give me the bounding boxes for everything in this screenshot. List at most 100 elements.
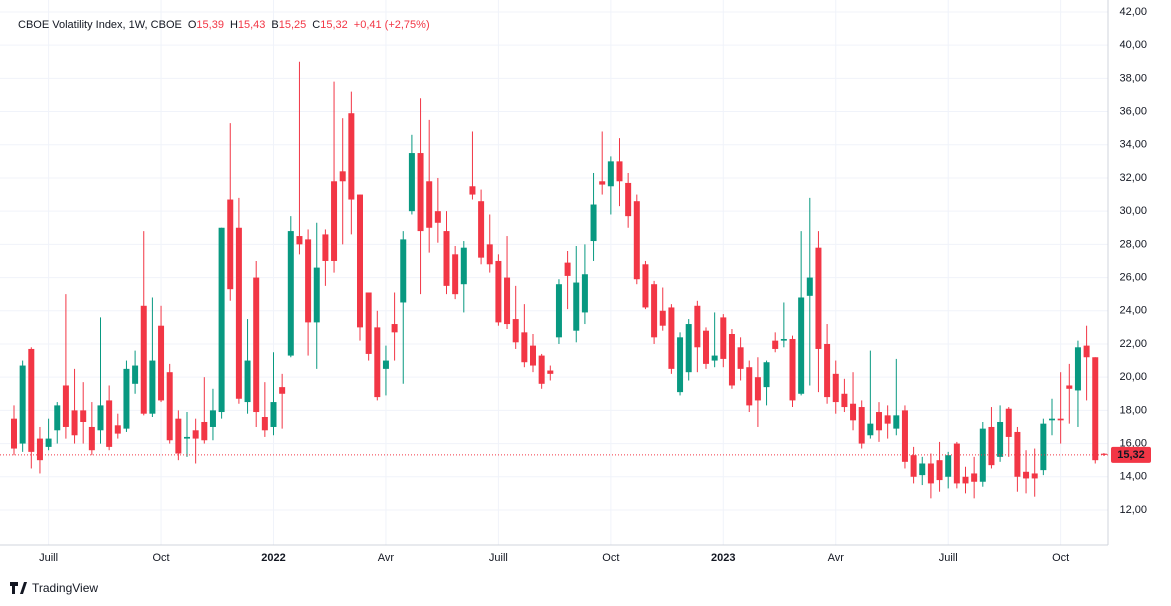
- candle-body: [927, 463, 934, 484]
- candle-body: [780, 338, 787, 341]
- candle-body: [158, 325, 165, 401]
- y-tick-label: 12,00: [1119, 504, 1147, 516]
- candle-body: [28, 348, 35, 452]
- y-tick-label: 20,00: [1119, 371, 1147, 383]
- candle-body: [279, 387, 286, 394]
- x-tick-label: Juill: [39, 552, 58, 564]
- y-tick-label: 14,00: [1119, 471, 1147, 483]
- candle-body: [54, 405, 61, 431]
- candle-body: [149, 360, 156, 414]
- candle-body: [555, 284, 562, 338]
- candle-body: [798, 297, 805, 394]
- candle-body: [209, 410, 216, 427]
- candle-body: [270, 402, 277, 427]
- candle-body: [910, 455, 917, 477]
- candle-body: [893, 415, 900, 429]
- candle-body: [832, 373, 839, 403]
- candle-body: [599, 181, 606, 185]
- candle-body: [530, 345, 536, 366]
- x-tick-label: Oct: [1052, 552, 1069, 564]
- candle-body: [1040, 423, 1047, 471]
- candle-body: [858, 407, 865, 444]
- y-tick-label: 16,00: [1119, 437, 1147, 449]
- y-tick-label: 26,00: [1119, 271, 1147, 283]
- candle-body: [140, 305, 147, 414]
- field-key: H: [230, 19, 238, 31]
- y-tick-label: 42,00: [1119, 6, 1147, 18]
- brand: TradingView: [32, 581, 98, 595]
- candle-body: [495, 260, 502, 323]
- y-tick-label: 22,00: [1119, 338, 1147, 350]
- candle-body: [97, 405, 104, 431]
- candle-body: [901, 410, 908, 462]
- candle-body: [1049, 418, 1055, 421]
- candle-body: [261, 417, 268, 431]
- candle-body: [132, 365, 139, 384]
- logo: TradingView: [10, 581, 98, 595]
- x-tick-label: Juill: [489, 552, 508, 564]
- candle-body: [876, 412, 882, 431]
- candle-body: [1066, 385, 1073, 389]
- candle-body: [703, 330, 709, 364]
- x-tick-label: 2022: [261, 552, 285, 564]
- candle-body: [625, 182, 632, 217]
- candle-body: [201, 421, 208, 441]
- candle-body: [71, 410, 78, 436]
- candle-body: [504, 277, 511, 325]
- candle-body: [1100, 453, 1107, 455]
- field-key: C: [312, 19, 320, 31]
- candle-body: [824, 343, 831, 398]
- candle-body: [953, 443, 960, 484]
- candle-body: [962, 476, 969, 484]
- candle-body: [651, 284, 658, 338]
- candle-body: [434, 211, 441, 223]
- x-tick-label: Oct: [152, 552, 169, 564]
- y-tick-label: 28,00: [1119, 238, 1147, 250]
- candle-body: [114, 425, 121, 434]
- candle-body: [80, 410, 87, 422]
- candle-body: [11, 418, 17, 449]
- candle-body: [400, 239, 407, 303]
- candle-body: [841, 393, 848, 408]
- candle-body: [469, 186, 476, 195]
- field-value: 15,32: [320, 19, 348, 31]
- candle-body: [1005, 408, 1012, 437]
- candle-body: [1083, 345, 1090, 358]
- candle-body: [538, 355, 545, 384]
- candle-body: [936, 460, 943, 481]
- candle-body: [919, 463, 926, 476]
- candle-body: [728, 334, 735, 386]
- candle-body: [590, 204, 597, 242]
- candle-body: [979, 428, 986, 482]
- candle-body: [88, 426, 95, 451]
- field-value: 15,39: [196, 19, 224, 31]
- y-tick-label: 32,00: [1119, 172, 1147, 184]
- candle-body: [633, 201, 640, 280]
- candle-body: [45, 438, 52, 447]
- candle-body: [235, 227, 242, 399]
- candle-body: [253, 277, 260, 413]
- candle-body: [36, 438, 43, 461]
- price-label: 15,32: [1117, 449, 1145, 461]
- candle-body: [694, 305, 701, 348]
- candle-body: [607, 161, 614, 187]
- x-tick-label: Juill: [939, 552, 958, 564]
- candle-body: [806, 277, 813, 296]
- candle-body: [867, 423, 874, 436]
- candle-body: [452, 254, 459, 295]
- candle-body: [564, 262, 571, 276]
- y-tick-label: 38,00: [1119, 72, 1147, 84]
- candle-body: [746, 367, 753, 406]
- candle-body: [772, 340, 779, 349]
- candle-body: [443, 231, 450, 286]
- candle-body: [305, 239, 312, 323]
- candle-body: [218, 227, 225, 413]
- candle-body: [365, 292, 372, 354]
- candle-body: [287, 231, 294, 356]
- candle-body: [789, 338, 796, 401]
- candle-body: [677, 337, 684, 393]
- candle-body: [668, 307, 675, 369]
- candle-body: [374, 327, 381, 398]
- candle-body: [850, 403, 857, 421]
